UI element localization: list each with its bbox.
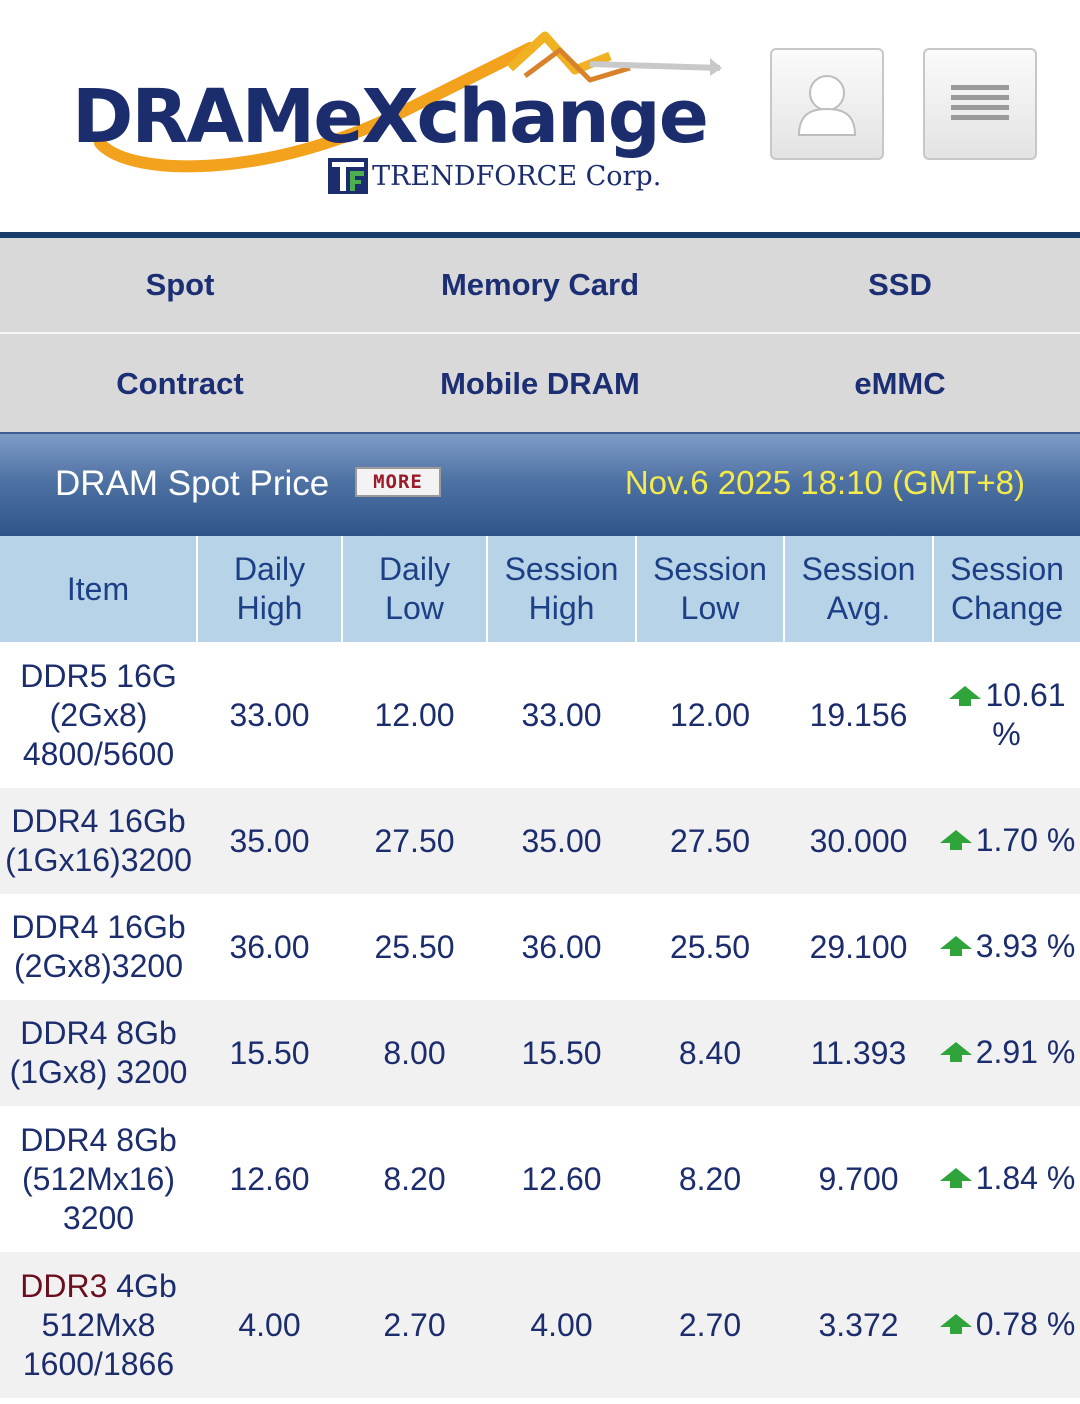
up-arrow-icon (939, 830, 972, 851)
daily-low-cell: 8.00 (342, 1000, 487, 1106)
item-name-cell: DDR3 4Gb 512Mx8 1600/1866 (0, 1252, 197, 1398)
item-name-cell: DDR4 16Gb (2Gx8)3200 (0, 894, 197, 1000)
column-header-daily-high[interactable]: Daily High (197, 536, 343, 642)
main-menu-button[interactable] (923, 48, 1037, 160)
up-arrow-icon (939, 1314, 972, 1335)
session-change-cell: 1.70 % (933, 788, 1080, 894)
nav-item-spot[interactable]: Spot (145, 267, 215, 302)
session-change-cell: 3.93 % (933, 894, 1080, 1000)
session-high-cell: 36.00 (487, 894, 636, 1000)
session-high-cell: 35.00 (487, 788, 636, 894)
daily-low-cell: 8.20 (342, 1106, 487, 1252)
table-row[interactable]: DDR5 16G (2Gx8) 4800/5600 33.00 12.00 33.0… (0, 642, 1080, 788)
daily-low-cell: 2.70 (342, 1252, 487, 1398)
column-header-session-avg[interactable]: Session Avg. (784, 536, 934, 642)
up-arrow-icon (939, 936, 972, 957)
daily-high-cell: 15.50 (197, 1000, 342, 1106)
header-divider (0, 232, 1080, 238)
session-low-cell: 12.00 (636, 642, 784, 788)
table-row[interactable]: DDR4 16Gb (2Gx8)3200 36.00 25.50 36.00 25… (0, 894, 1080, 1000)
up-arrow-icon (949, 686, 982, 706)
column-header-session-change[interactable]: Session Change (933, 536, 1080, 642)
session-low-cell: 8.40 (636, 1000, 784, 1106)
up-arrow-icon (939, 1042, 972, 1063)
daily-high-cell: 36.00 (197, 894, 342, 1000)
daily-low-cell: 27.50 (342, 788, 487, 894)
session-avg-cell: 11.393 (784, 1000, 933, 1106)
item-name-cell: DDR5 16G (2Gx8) 4800/5600 (0, 642, 197, 788)
session-avg-cell: 9.700 (784, 1106, 933, 1252)
user-icon (797, 75, 857, 136)
session-avg-cell: 19.156 (784, 642, 933, 788)
more-button[interactable]: MORE (355, 467, 441, 497)
spot-price-table: Item Daily High Daily Low Session High Sess… (0, 536, 1080, 1398)
daily-high-cell: 12.60 (197, 1106, 342, 1252)
session-low-cell: 2.70 (636, 1252, 784, 1398)
nav-row-1: Spot Memory Card SSD (0, 238, 1080, 334)
nav-item-ssd[interactable]: SSD (868, 267, 932, 302)
column-header-daily-low[interactable]: Daily Low (342, 536, 488, 642)
table-row[interactable]: DDR4 8Gb (512Mx16) 3200 12.60 8.20 12.60 8… (0, 1106, 1080, 1252)
table-row[interactable]: DDR3 4Gb 512Mx8 1600/1866 4.00 2.70 4.00 2… (0, 1252, 1080, 1398)
up-arrow-icon (939, 1168, 972, 1189)
daily-high-cell: 4.00 (197, 1252, 342, 1398)
table-header-row: Item Daily High Daily Low Session High Sess… (0, 536, 1080, 642)
session-avg-cell: 3.372 (784, 1252, 933, 1398)
dramexchange-logo[interactable]: DRAMeXchange Of TRENDFORCE Corp. (70, 28, 730, 208)
ddr3-link[interactable]: DDR3 (20, 1267, 108, 1304)
session-change-cell: 10.61% (933, 642, 1080, 788)
session-high-cell: 15.50 (487, 1000, 636, 1106)
nav-item-contract[interactable]: Contract (116, 366, 244, 401)
session-low-cell: 25.50 (636, 894, 784, 1000)
nav-row-2: Contract Mobile DRAM eMMC (0, 336, 1080, 432)
logo-tagline: Of TRENDFORCE Corp. (328, 156, 661, 196)
session-change-cell: 1.84 % (933, 1106, 1080, 1252)
column-header-session-low[interactable]: Session Low (636, 536, 785, 642)
daily-low-cell: 25.50 (342, 894, 487, 1000)
user-account-button[interactable] (770, 48, 884, 160)
item-name-cell: DDR4 16Gb (1Gx16)3200 (0, 788, 197, 894)
column-header-session-high[interactable]: Session High (487, 536, 637, 642)
session-low-cell: 8.20 (636, 1106, 784, 1252)
session-change-cell: 2.91 % (933, 1000, 1080, 1106)
daily-low-cell: 12.00 (342, 642, 487, 788)
session-high-cell: 33.00 (487, 642, 636, 788)
trendforce-mark-icon (328, 158, 368, 194)
table-row[interactable]: DDR4 8Gb (1Gx8) 3200 15.50 8.00 15.50 8.4… (0, 1000, 1080, 1106)
logo-company-text: TRENDFORCE Corp. (372, 160, 662, 192)
session-change-cell: 0.78 % (933, 1252, 1080, 1398)
hamburger-menu-icon (951, 85, 1009, 120)
section-title-bar: DRAM Spot Price MORE Nov.6 2025 18:10 (G… (0, 432, 1080, 536)
column-header-item[interactable]: Item (0, 536, 198, 642)
nav-item-memory-card[interactable]: Memory Card (440, 267, 640, 302)
session-avg-cell: 30.000 (784, 788, 933, 894)
session-high-cell: 4.00 (487, 1252, 636, 1398)
session-avg-cell: 29.100 (784, 894, 933, 1000)
daily-high-cell: 35.00 (197, 788, 342, 894)
logo-wordmark: DRAMeXchange (72, 74, 709, 160)
table-row[interactable]: DDR4 16Gb (1Gx16)3200 35.00 27.50 35.00 2… (0, 788, 1080, 894)
logo-swoosh-graphic (94, 31, 722, 173)
nav-item-emmc[interactable]: eMMC (854, 366, 946, 401)
session-low-cell: 27.50 (636, 788, 784, 894)
price-timestamp: Nov.6 2025 18:10 (GMT+8) (624, 464, 1025, 501)
item-name-cell: DDR4 8Gb (1Gx8) 3200 (0, 1000, 197, 1106)
session-high-cell: 12.60 (487, 1106, 636, 1252)
section-title: DRAM Spot Price (55, 464, 330, 503)
app-header: DRAMeXchange Of TRENDFORCE Corp. (0, 0, 1080, 232)
nav-item-mobile-dram[interactable]: Mobile DRAM (440, 366, 640, 401)
category-nav: Spot Memory Card SSD Contract Mobile DRA… (0, 238, 1080, 432)
daily-high-cell: 33.00 (197, 642, 342, 788)
item-name-cell: DDR4 8Gb (512Mx16) 3200 (0, 1106, 197, 1252)
